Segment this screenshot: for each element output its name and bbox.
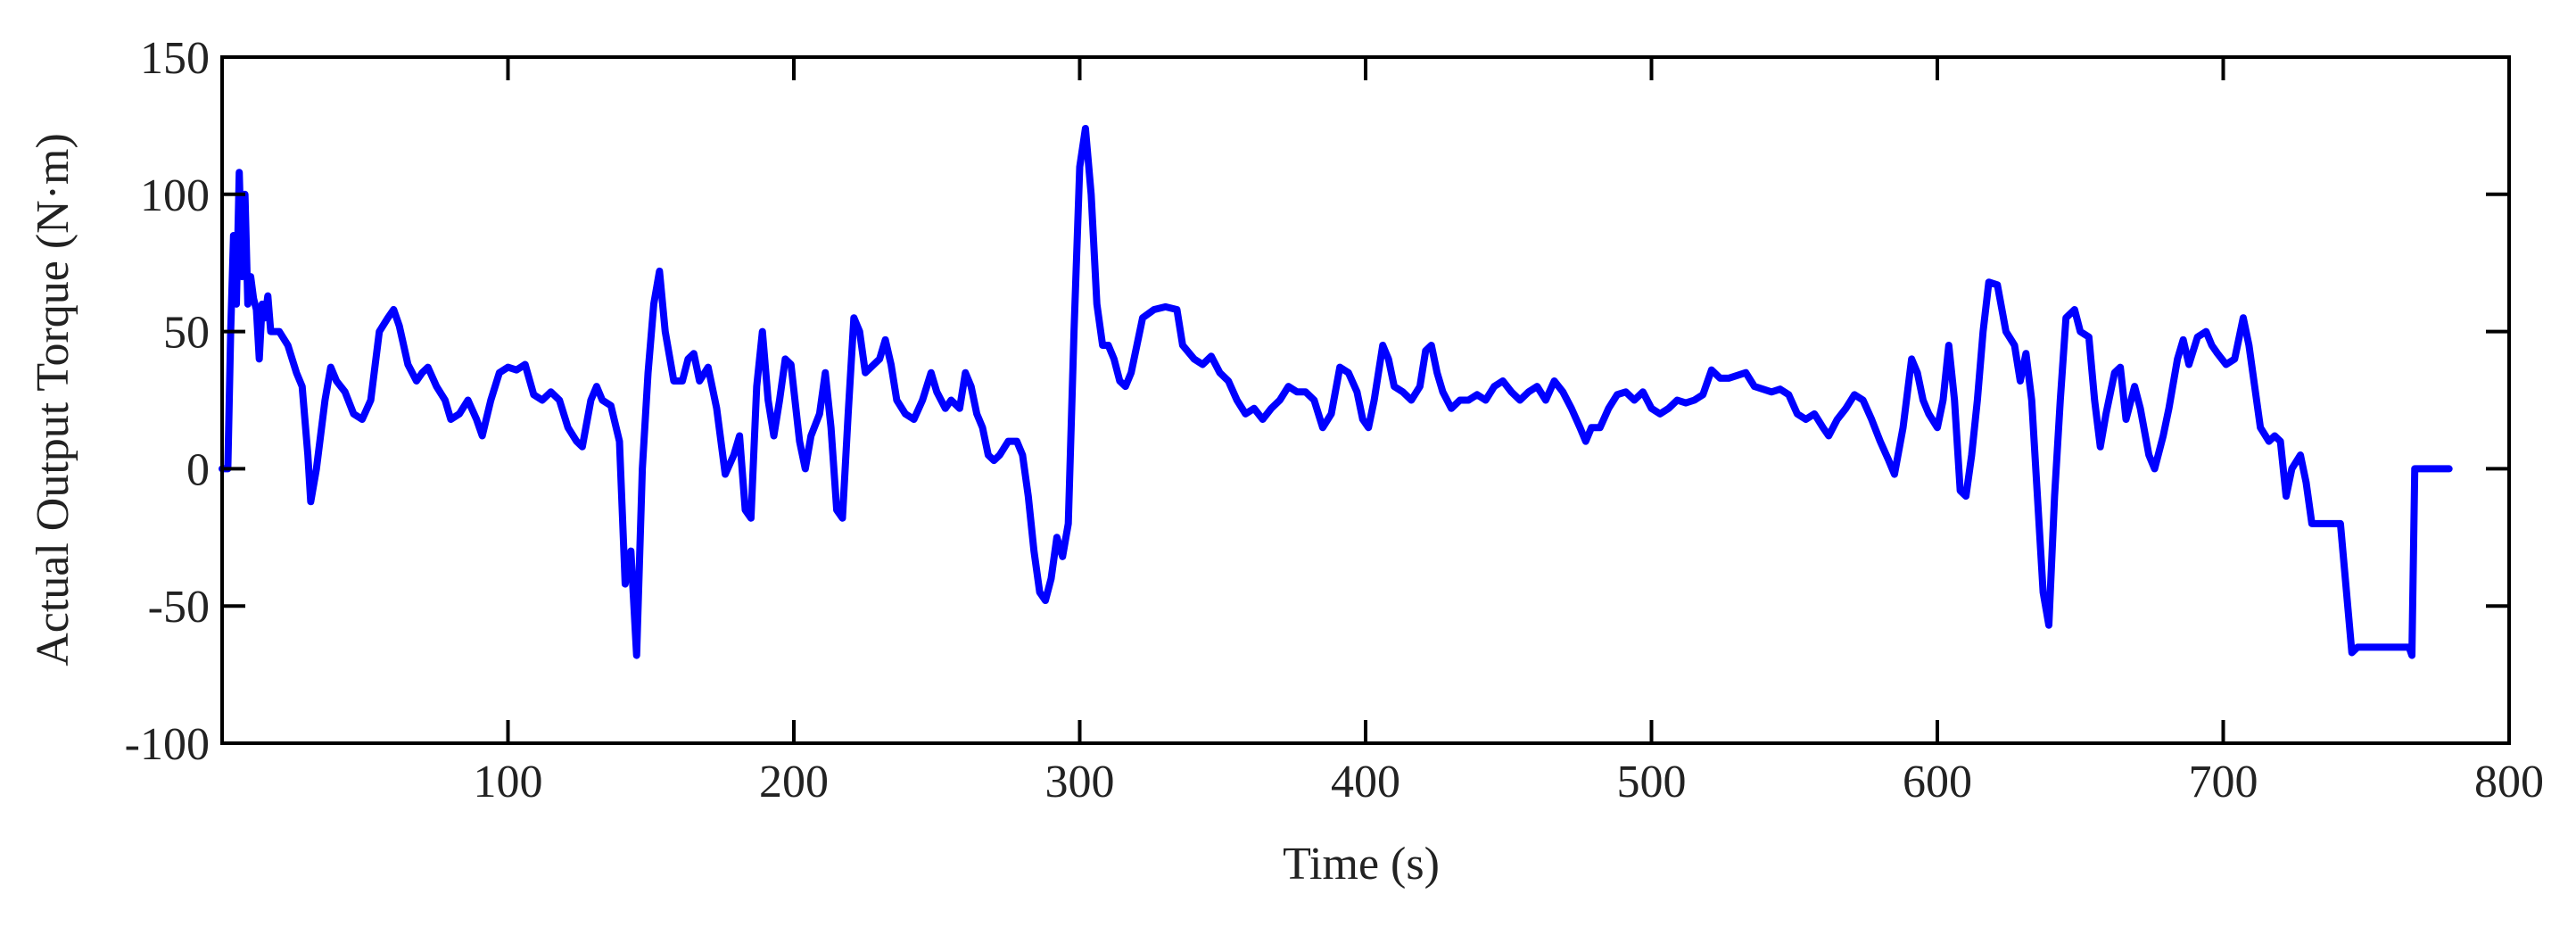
x-axis-label: Time (s): [1283, 839, 1440, 890]
x-tick-label: 500: [1617, 757, 1687, 807]
x-tick-label: 100: [474, 757, 543, 807]
x-tick-label: 800: [2474, 757, 2544, 807]
y-tick-label: -100: [125, 719, 210, 770]
x-tick-label: 200: [759, 757, 829, 807]
x-tick-label: 300: [1045, 757, 1115, 807]
data-line: [219, 124, 2453, 659]
y-tick-label: 0: [186, 444, 210, 495]
y-tick-label: 100: [140, 170, 210, 221]
y-tick-label: 150: [140, 33, 210, 84]
y-axis-label: Actual Output Torque (N·m): [28, 133, 78, 666]
x-tick-label: 400: [1331, 757, 1400, 807]
y-tick-label: -50: [148, 582, 210, 633]
y-tick-label: 50: [163, 308, 210, 359]
x-tick-label: 700: [2189, 757, 2258, 807]
x-tick-label: 600: [1903, 757, 1972, 807]
plot-frame: [220, 55, 2511, 745]
